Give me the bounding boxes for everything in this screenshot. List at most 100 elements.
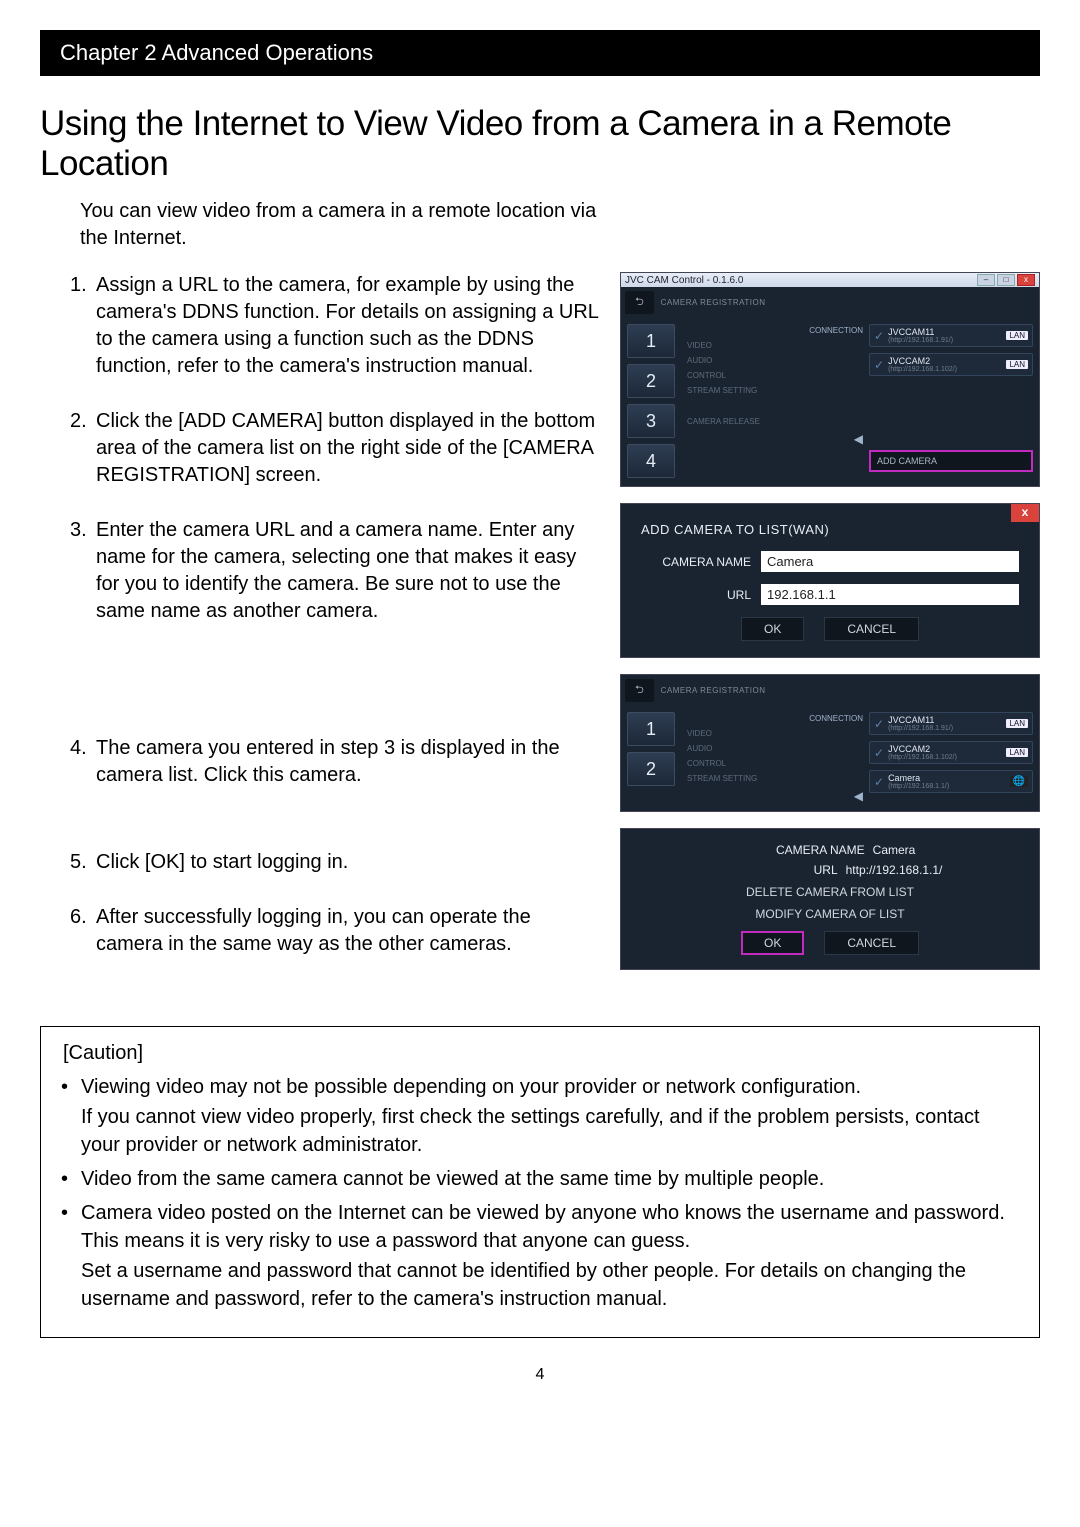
wan-badge: 🌐 xyxy=(1010,776,1028,787)
arrow-left-icon[interactable]: ◀ xyxy=(854,432,863,446)
control-label: CONTROL xyxy=(687,371,863,380)
stream-label: STREAM SETTING xyxy=(687,774,863,783)
window-titlebar: JVC CAM Control - 0.1.6.0 – □ x xyxy=(621,273,1039,287)
camera-slot[interactable]: 3 xyxy=(627,404,675,438)
intro-text: You can view video from a camera in a re… xyxy=(80,198,620,252)
screenshot-camera-info-dialog: CAMERA NAME Camera URL http://192.168.1.1/… xyxy=(620,828,1040,970)
camera-url: (http://192.168.1.102/) xyxy=(888,754,1002,761)
bullet-icon: • xyxy=(61,1199,81,1315)
slot-column: 1 2 3 4 xyxy=(621,318,681,478)
section-label: CAMERA REGISTRATION xyxy=(661,686,766,695)
camera-url: (http://192.168.1.91/) xyxy=(888,725,1002,732)
camera-slot[interactable]: 1 xyxy=(627,324,675,358)
step-number: 2. xyxy=(70,408,96,489)
caution-item: Video from the same camera cannot be vie… xyxy=(81,1165,1023,1195)
steps-list: 1.Assign a URL to the camera, for exampl… xyxy=(70,272,602,958)
page-title: Using the Internet to View Video from a … xyxy=(40,104,1040,184)
audio-label: AUDIO xyxy=(687,744,863,753)
release-label: CAMERA RELEASE xyxy=(687,417,863,426)
camera-name: JVCCAM2 xyxy=(888,356,930,366)
cancel-button[interactable]: CANCEL xyxy=(824,931,919,955)
audio-label: AUDIO xyxy=(687,356,863,365)
step-text: After successfully logging in, you can o… xyxy=(96,904,602,958)
caution-box: [Caution] • Viewing video may not be pos… xyxy=(40,1026,1040,1338)
camera-name-label: CAMERA NAME xyxy=(745,843,865,857)
page-number: 4 xyxy=(40,1366,1040,1384)
step-number: 5. xyxy=(70,849,96,876)
control-label: CONTROL xyxy=(687,759,863,768)
step-text: The camera you entered in step 3 is disp… xyxy=(96,735,602,789)
close-icon[interactable]: x xyxy=(1011,504,1039,522)
bullet-icon: • xyxy=(61,1073,81,1161)
connection-label: CONNECTION xyxy=(687,714,863,723)
step-number: 6. xyxy=(70,904,96,958)
lan-badge: LAN xyxy=(1006,748,1028,757)
camera-list: ✓ JVCCAM11(http://192.168.1.91/) LAN ✓ J… xyxy=(869,706,1039,811)
chapter-bar: Chapter 2 Advanced Operations xyxy=(40,30,1040,76)
video-label: VIDEO xyxy=(687,729,863,738)
back-icon[interactable]: ⮌ xyxy=(625,679,654,702)
caution-title: [Caution] xyxy=(63,1039,1023,1067)
caution-item: Camera video posted on the Internet can … xyxy=(81,1199,1023,1315)
step-text: Enter the camera URL and a camera name. … xyxy=(96,517,602,625)
camera-slot[interactable]: 2 xyxy=(627,752,675,786)
url-label: URL xyxy=(641,588,751,602)
dialog-title: ADD CAMERA TO LIST(WAN) xyxy=(641,522,1019,537)
camera-name: JVCCAM2 xyxy=(888,744,930,754)
stream-label: STREAM SETTING xyxy=(687,386,863,395)
maximize-icon[interactable]: □ xyxy=(997,274,1015,286)
arrow-left-icon[interactable]: ◀ xyxy=(854,789,863,803)
step-number: 1. xyxy=(70,272,96,380)
url-input[interactable]: 192.168.1.1 xyxy=(761,584,1019,605)
check-icon: ✓ xyxy=(874,329,884,343)
screenshot-camera-list-updated: ⮌ CAMERA REGISTRATION 1 2 CONNECTION VID… xyxy=(620,674,1040,812)
video-label: VIDEO xyxy=(687,341,863,350)
lan-badge: LAN xyxy=(1006,719,1028,728)
modify-camera-link[interactable]: MODIFY CAMERA OF LIST xyxy=(637,907,1023,921)
camera-item[interactable]: ✓ JVCCAM11(http://192.168.1.91/) LAN xyxy=(869,324,1033,347)
camera-item[interactable]: ✓ JVCCAM2(http://192.168.1.102/) LAN xyxy=(869,353,1033,376)
camera-item[interactable]: ✓ Camera(http://192.168.1.1/) 🌐 xyxy=(869,770,1033,793)
lan-badge: LAN xyxy=(1006,360,1028,369)
check-icon: ✓ xyxy=(874,358,884,372)
camera-name: JVCCAM11 xyxy=(888,715,934,725)
camera-list: ✓ JVCCAM11(http://192.168.1.91/) LAN ✓ J… xyxy=(869,318,1039,478)
connection-label: CONNECTION xyxy=(687,326,863,335)
camera-url: (http://192.168.1.102/) xyxy=(888,366,1002,373)
camera-url: (http://192.168.1.1/) xyxy=(888,783,1005,790)
check-icon: ✓ xyxy=(874,775,884,789)
ok-button[interactable]: OK xyxy=(741,617,804,641)
camera-item[interactable]: ✓ JVCCAM11(http://192.168.1.91/) LAN xyxy=(869,712,1033,735)
camera-slot[interactable]: 1 xyxy=(627,712,675,746)
step-number: 3. xyxy=(70,517,96,625)
url-value: http://192.168.1.1/ xyxy=(846,863,943,877)
lan-badge: LAN xyxy=(1006,331,1028,340)
window-title: JVC CAM Control - 0.1.6.0 xyxy=(625,275,743,286)
settings-column: CONNECTION VIDEO AUDIO CONTROL STREAM SE… xyxy=(681,318,869,478)
camera-item[interactable]: ✓ JVCCAM2(http://192.168.1.102/) LAN xyxy=(869,741,1033,764)
minimize-icon[interactable]: – xyxy=(977,274,995,286)
camera-url: (http://192.168.1.91/) xyxy=(888,337,1002,344)
step-number: 4. xyxy=(70,735,96,789)
camera-name: Camera xyxy=(888,773,920,783)
camera-slot[interactable]: 2 xyxy=(627,364,675,398)
close-icon[interactable]: x xyxy=(1017,274,1035,286)
delete-camera-link[interactable]: DELETE CAMERA FROM LIST xyxy=(637,885,1023,899)
ok-button[interactable]: OK xyxy=(741,931,804,955)
url-label: URL xyxy=(718,863,838,877)
camera-name-value: Camera xyxy=(873,843,916,857)
camera-name: JVCCAM11 xyxy=(888,327,934,337)
settings-column: CONNECTION VIDEO AUDIO CONTROL STREAM SE… xyxy=(681,706,869,811)
check-icon: ✓ xyxy=(874,746,884,760)
screenshot-camera-registration: JVC CAM Control - 0.1.6.0 – □ x ⮌ CAMERA… xyxy=(620,272,1040,487)
add-camera-button[interactable]: ADD CAMERA xyxy=(869,450,1033,472)
cancel-button[interactable]: CANCEL xyxy=(824,617,919,641)
slot-column: 1 2 xyxy=(621,706,681,811)
bullet-icon: • xyxy=(61,1165,81,1195)
camera-slot[interactable]: 4 xyxy=(627,444,675,478)
check-icon: ✓ xyxy=(874,717,884,731)
step-text: Assign a URL to the camera, for example … xyxy=(96,272,602,380)
camera-name-input[interactable]: Camera xyxy=(761,551,1019,572)
back-icon[interactable]: ⮌ xyxy=(625,291,654,314)
step-text: Click the [ADD CAMERA] button displayed … xyxy=(96,408,602,489)
